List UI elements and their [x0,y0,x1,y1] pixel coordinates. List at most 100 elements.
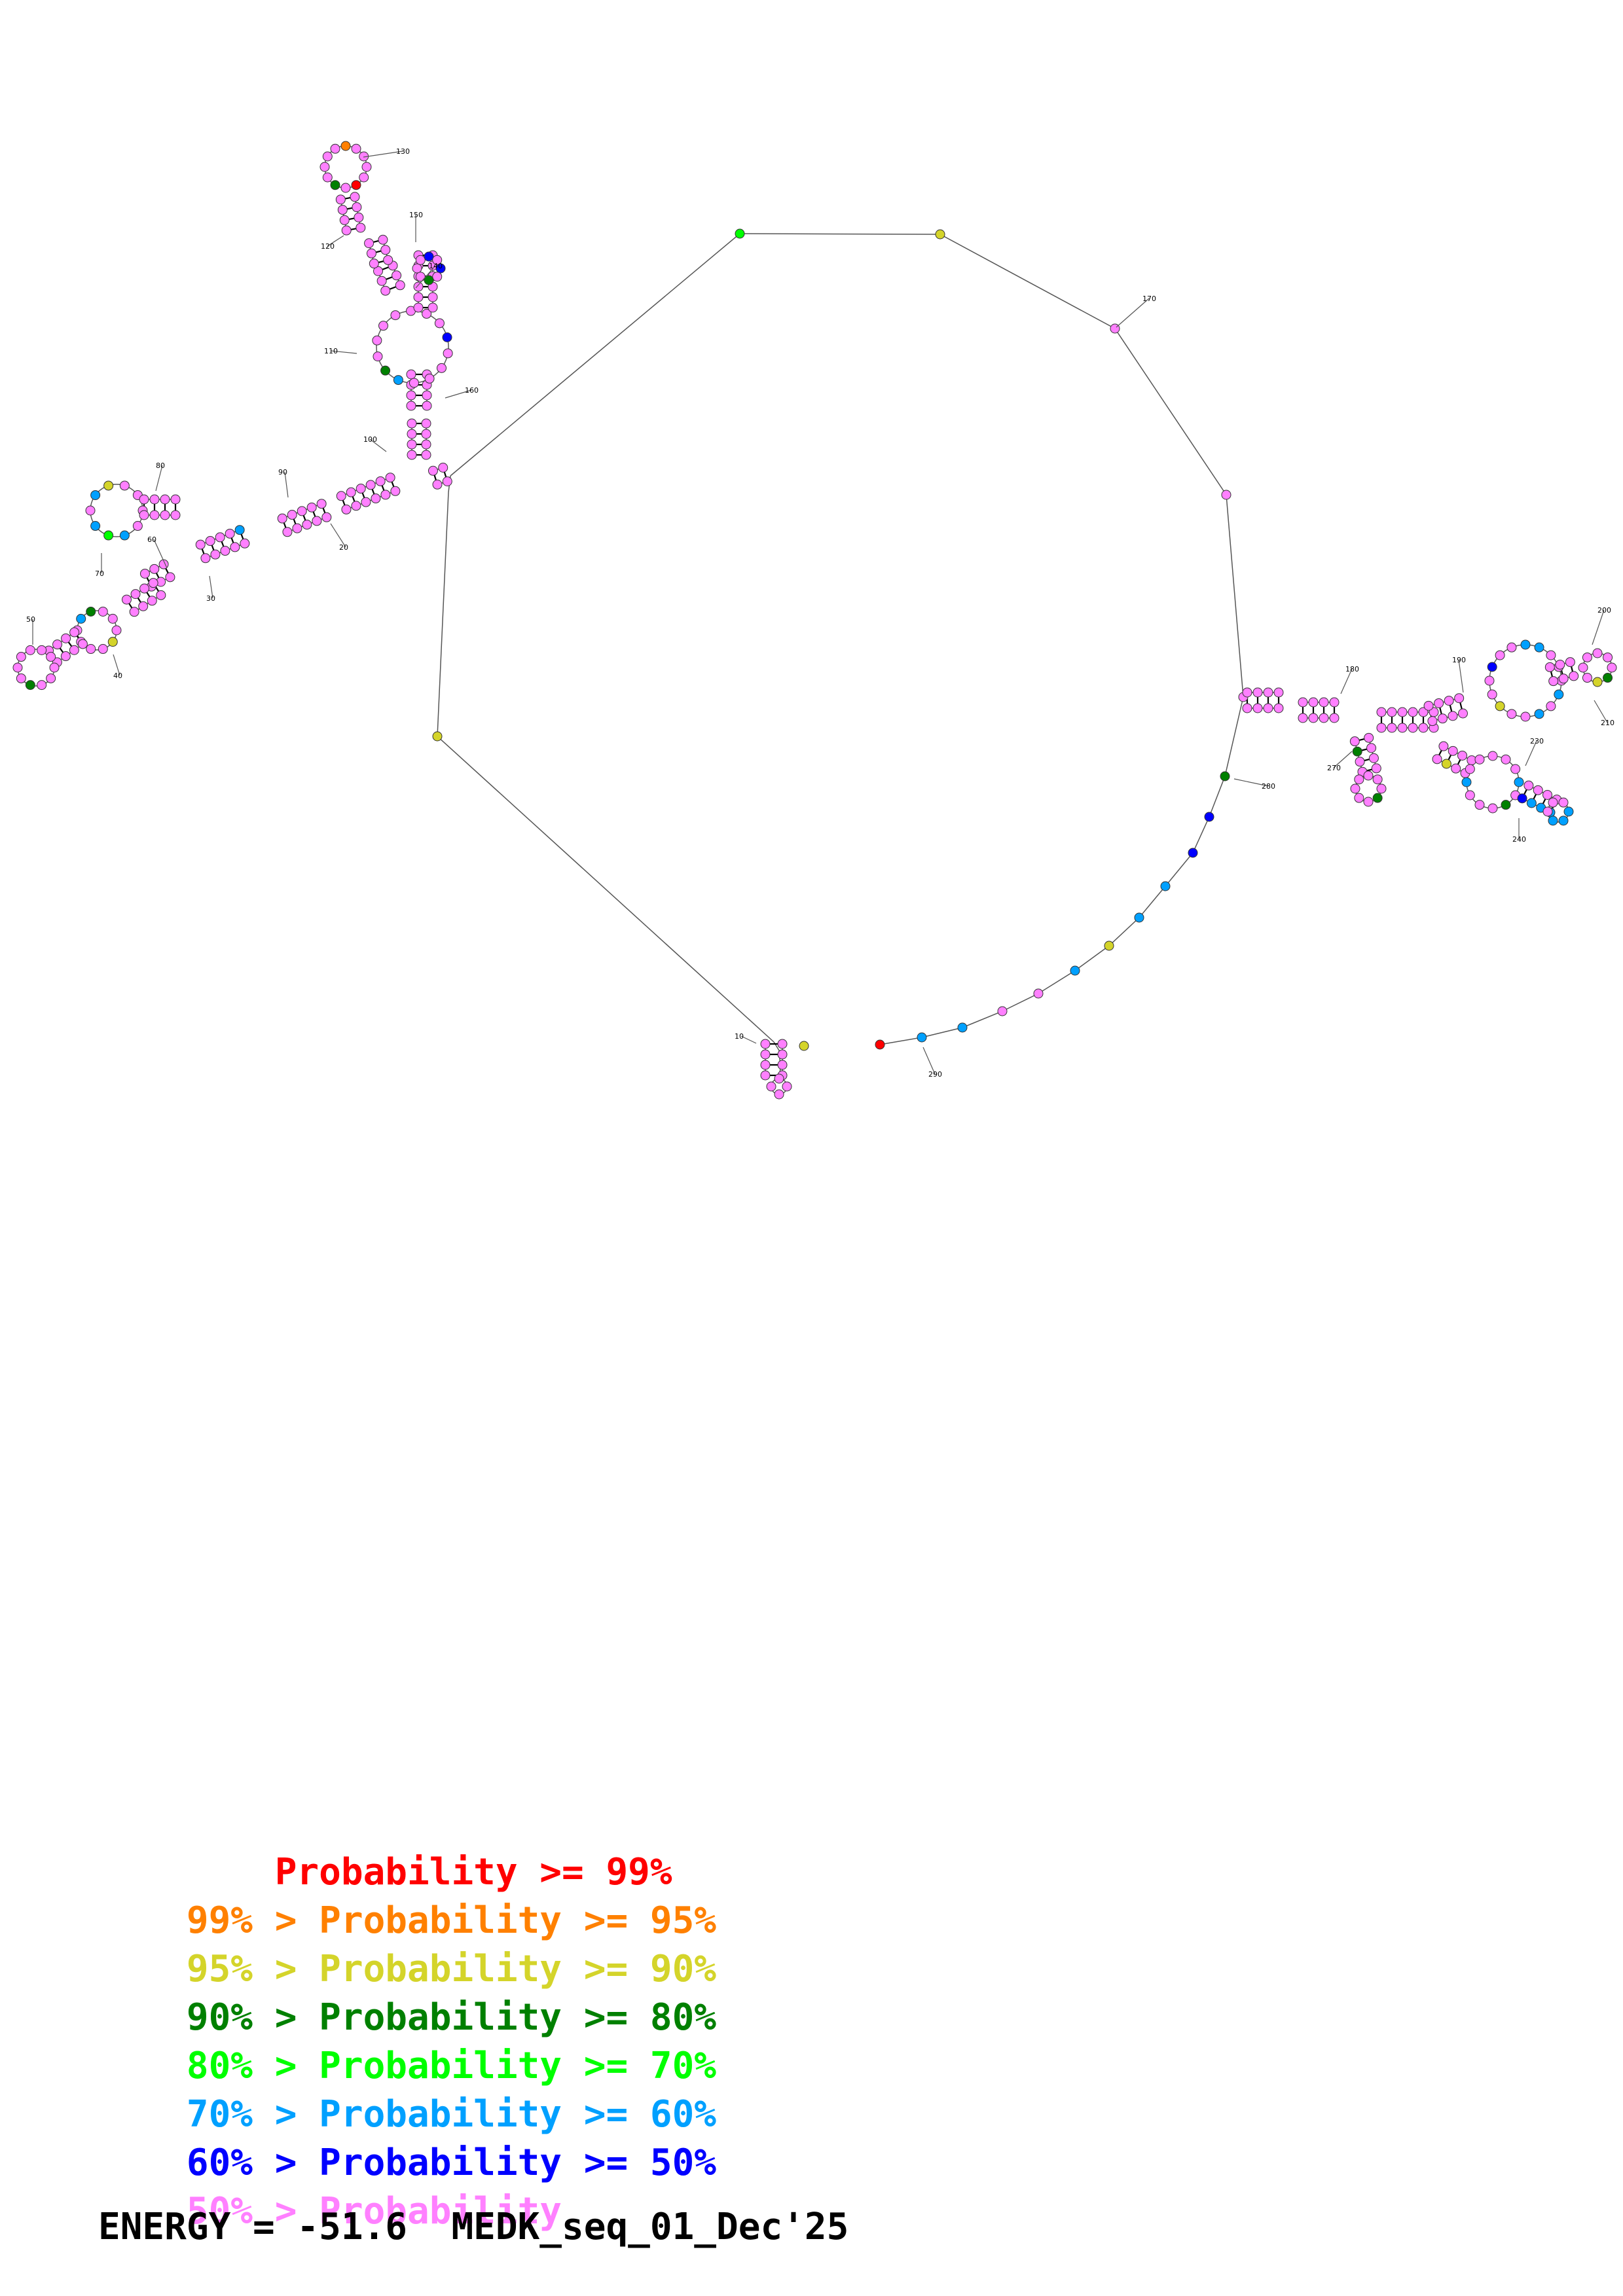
nucleotide [1533,785,1543,795]
position-tick [1458,659,1464,693]
nucleotide [432,479,443,490]
nucleotide [777,1039,788,1049]
nucleotide [37,680,47,691]
nucleotide [421,439,431,450]
nucleotide [1371,763,1381,774]
nucleotide [205,536,215,547]
nucleotide [1603,673,1613,683]
nucleotide [139,510,149,520]
nucleotide [1319,713,1329,723]
backbone-segment [56,643,83,663]
nucleotide [1366,743,1377,753]
nucleotide [234,525,245,535]
position-label: 110 [324,347,338,355]
nucleotide [383,255,393,265]
nucleotide [220,546,230,556]
nucleotide [12,662,23,673]
position-label: 90 [278,468,287,476]
nucleotide [1448,711,1458,721]
nucleotide [359,172,369,183]
legend-prefix: 99% > [186,1899,319,1942]
nucleotide [107,613,118,624]
nucleotide [1242,687,1252,698]
legend-prefix [187,1851,275,1893]
nucleotide [735,228,745,239]
nucleotide [415,255,426,265]
nucleotide [61,633,71,643]
nucleotide [1495,701,1505,711]
nucleotide [1569,671,1579,681]
nucleotide [111,625,122,636]
nucleotide [1252,703,1263,713]
backbone-segment [450,233,1244,1045]
nucleotide [148,578,158,588]
position-tick [1525,740,1537,766]
nucleotide [1434,698,1444,708]
backbone-segment [354,196,361,228]
nucleotide [1487,803,1498,814]
position-tick [1340,668,1353,694]
nucleotide [1451,763,1461,774]
nucleotide [1542,806,1553,817]
nucleotide [129,607,139,617]
backbone-segment [1443,745,1472,761]
nucleotide [139,568,150,579]
backbone-segment [1354,741,1363,772]
nucleotide [421,450,431,460]
nucleotide [1408,723,1418,733]
nucleotide [103,480,114,491]
nucleotide [69,627,80,637]
nucleotide [364,238,374,249]
nucleotide [395,280,405,291]
nucleotide [356,484,366,494]
nucleotide [103,530,114,541]
nucleotide [1188,848,1198,858]
nucleotide [1565,657,1575,668]
nucleotide [1329,713,1340,723]
nucleotide [52,639,63,650]
nucleotide [297,506,307,516]
nucleotide [760,1070,771,1081]
nucleotide [165,572,175,583]
position-label: 120 [321,242,335,251]
nucleotide [1432,754,1442,764]
position-label: 150 [409,211,423,219]
legend-row-p70: 80% > Probability >= 70% [98,1994,716,2087]
nucleotide [1418,707,1429,717]
nucleotide [442,476,452,486]
legend-label: Probability >= 70% [319,2045,717,2087]
nucleotide [412,263,422,274]
nucleotide [119,480,130,491]
nucleotide [443,348,453,359]
nucleotide [139,583,150,594]
nucleotide [1134,912,1144,923]
nucleotide [1461,777,1472,787]
nucleotide [413,281,424,292]
nucleotide [766,1081,776,1092]
nucleotide [380,245,391,255]
nucleotide [1474,754,1485,764]
nucleotide [1376,707,1387,717]
nucleotide [1329,697,1340,708]
nucleotide [25,680,35,691]
nucleotide [240,538,250,548]
position-tick [1116,298,1150,328]
position-tick [1592,609,1605,645]
position-label: 280 [1262,782,1275,791]
nucleotide [138,601,149,611]
nucleotide [432,255,443,265]
nucleotide [1495,650,1505,660]
nucleotide [1204,812,1214,822]
nucleotide [774,1073,784,1084]
legend-prefix: 95% > [186,1948,319,1990]
nucleotide [413,302,424,313]
nucleotide [1454,693,1465,704]
nucleotide [1520,711,1531,722]
backbone-segment [1436,759,1466,774]
nucleotide [1349,736,1360,747]
nucleotide [340,183,351,193]
nucleotide [160,494,170,505]
nucleotide [1520,639,1531,650]
position-tick [445,389,472,399]
nucleotide [421,429,431,439]
